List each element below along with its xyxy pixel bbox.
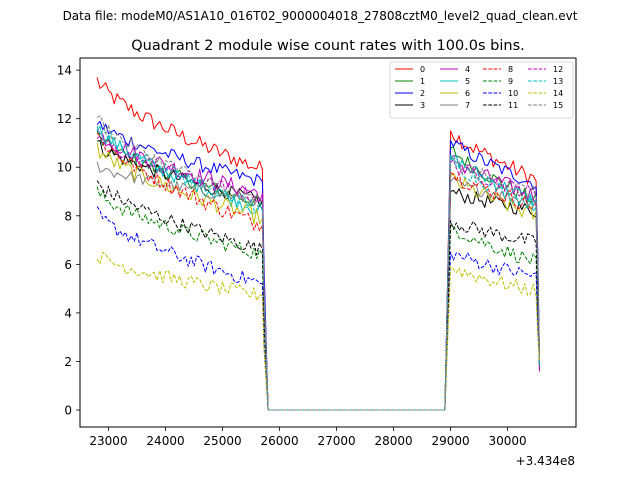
legend-label-9: 9: [508, 77, 513, 86]
x-tick-label: 25000: [203, 434, 241, 448]
x-offset-label: +3.434e8: [516, 454, 575, 468]
legend-label-7: 7: [465, 101, 470, 110]
series-line-15: [96, 115, 540, 411]
series-line-9: [96, 186, 540, 411]
x-tick-label: 26000: [260, 434, 298, 448]
y-tick-label: 14: [57, 64, 72, 78]
y-axis: 0 2 4 6 8 10 12 14: [57, 64, 80, 418]
y-tick-label: 4: [64, 306, 72, 320]
x-axis: 23000 24000 25000 26000 27000 28000 29000 30000: [89, 427, 527, 448]
series-line-1: [96, 130, 540, 411]
x-tick-label: 28000: [374, 434, 412, 448]
series-line-8: [96, 132, 540, 411]
legend-label-14: 14: [553, 89, 563, 98]
legend-box: [389, 61, 574, 119]
y-tick-label: 8: [64, 209, 72, 223]
legend-label-12: 12: [553, 65, 563, 74]
y-tick-label: 6: [64, 258, 72, 272]
y-tick-label: 0: [64, 404, 72, 418]
suptitle: Data file: modeM0/AS1A10_016T02_90000040…: [63, 9, 578, 23]
y-tick-label: 12: [57, 112, 72, 126]
legend-label-10: 10: [508, 89, 518, 98]
series-line-0: [96, 77, 540, 411]
plot-lines: [96, 77, 540, 411]
legend-label-2: 2: [420, 89, 425, 98]
x-tick-label: 30000: [488, 434, 526, 448]
legend-label-6: 6: [465, 89, 470, 98]
legend-label-13: 13: [553, 77, 563, 86]
series-line-6: [96, 142, 540, 411]
legend-label-4: 4: [465, 65, 470, 74]
axes-frame: [79, 57, 577, 428]
series-line-12: [96, 135, 540, 411]
chart-title: Quadrant 2 module wise count rates with …: [131, 38, 525, 54]
legend-label-15: 15: [553, 101, 563, 110]
x-tick-label: 24000: [146, 434, 184, 448]
series-line-14: [96, 251, 540, 411]
series-line-7: [96, 161, 540, 411]
series-line-11: [96, 180, 540, 411]
legend-label-3: 3: [420, 101, 425, 110]
legend-label-0: 0: [420, 65, 425, 74]
x-tick-label: 29000: [431, 434, 469, 448]
legend-label-8: 8: [508, 65, 513, 74]
y-tick-label: 2: [64, 355, 72, 369]
x-tick-label: 27000: [317, 434, 355, 448]
legend-label-11: 11: [508, 101, 518, 110]
legend-label-1: 1: [420, 77, 425, 86]
x-tick-label: 23000: [89, 434, 127, 448]
series-line-2: [96, 120, 540, 411]
legend-label-5: 5: [465, 77, 470, 86]
y-tick-label: 10: [57, 161, 72, 175]
series-line-13: [96, 125, 540, 411]
series-line-10: [96, 206, 540, 411]
